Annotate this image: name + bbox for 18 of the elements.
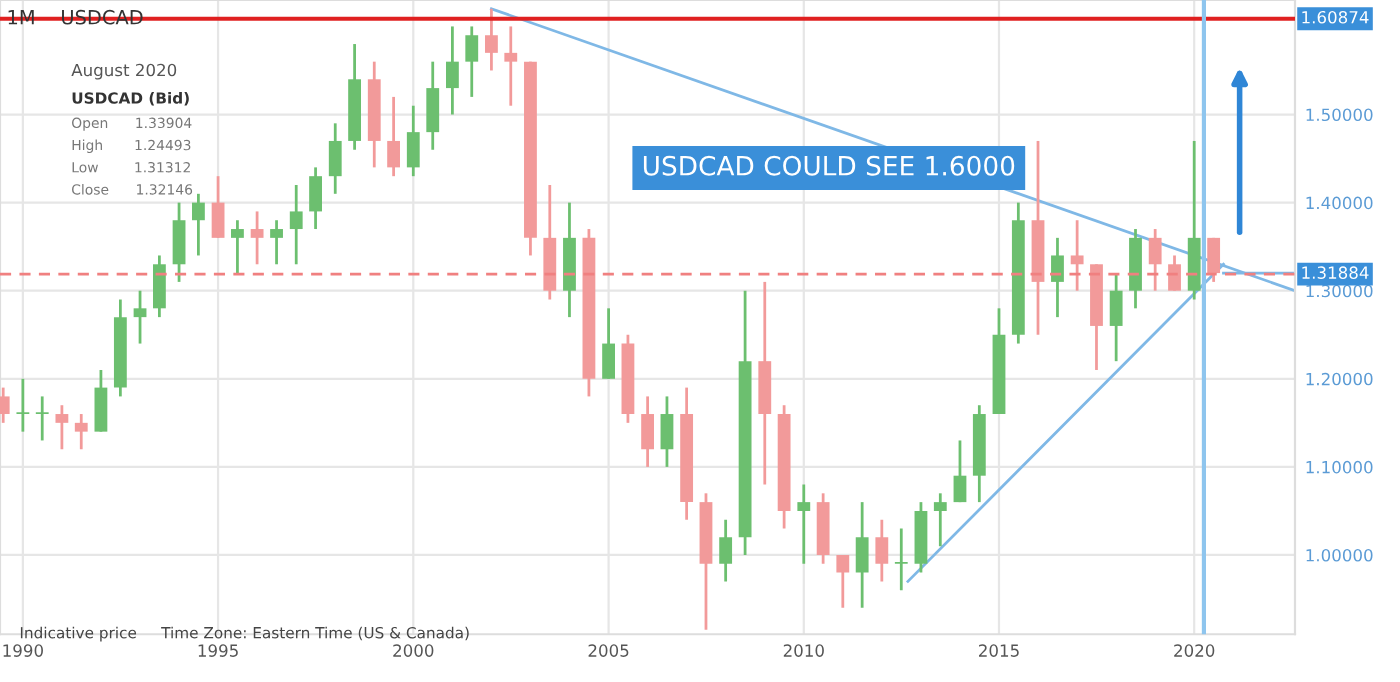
x-tick-label: 2010 (783, 644, 824, 657)
x-tick-label: 2015 (979, 644, 1019, 657)
y-tick-label: 1.20000 (1306, 372, 1373, 386)
y-tick-label: 1.40000 (1306, 196, 1373, 210)
y-tick-label: 1.10000 (1306, 460, 1373, 474)
y-tick-label: 1.30000 (1306, 284, 1373, 298)
annotation: USDCAD COULD SEE 1.6000 (643, 155, 1015, 176)
x-tick-label: 1995 (198, 644, 238, 657)
y-tick-label: 1.50000 (1306, 108, 1373, 122)
annotation: 1M USDCAD (8, 9, 143, 25)
y-tick-label: 1.00000 (1306, 548, 1373, 562)
annotation: August 2020 (71, 63, 177, 80)
x-tick-label: 2005 (588, 644, 629, 657)
x-tick-label: 1990 (3, 644, 43, 657)
x-tick-label: 2000 (393, 644, 434, 657)
x-tick-label: 2020 (1174, 644, 1215, 657)
ref-line-label: 1.60874 (1302, 10, 1369, 24)
ref-line-label: 1.31884 (1302, 266, 1369, 279)
